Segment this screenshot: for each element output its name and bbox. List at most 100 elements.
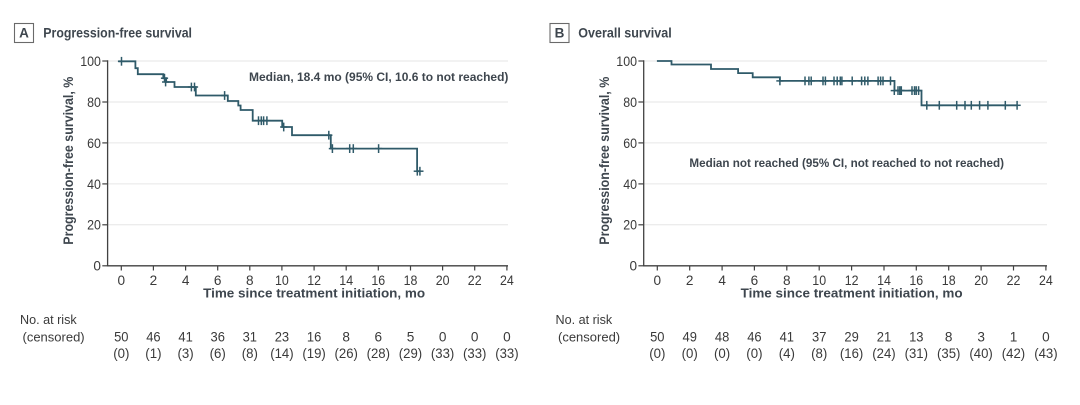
svg-text:46: 46 <box>747 330 761 345</box>
svg-text:(6): (6) <box>210 346 226 361</box>
svg-text:0: 0 <box>1042 330 1050 345</box>
svg-text:(censored): (censored) <box>558 329 620 344</box>
svg-text:3: 3 <box>977 330 985 345</box>
svg-text:80: 80 <box>87 95 101 110</box>
svg-text:(3): (3) <box>178 346 194 361</box>
svg-text:24: 24 <box>1039 273 1053 288</box>
svg-text:2: 2 <box>150 273 158 288</box>
svg-text:46: 46 <box>146 330 160 345</box>
svg-text:Progression-free survival: Progression-free survival <box>43 24 192 40</box>
svg-text:(33): (33) <box>495 346 518 361</box>
svg-text:100: 100 <box>80 54 101 69</box>
svg-text:8: 8 <box>246 273 254 288</box>
svg-text:16: 16 <box>909 273 923 288</box>
svg-text:4: 4 <box>182 273 190 288</box>
svg-text:(33): (33) <box>463 346 486 361</box>
svg-text:41: 41 <box>780 330 794 345</box>
svg-text:(43): (43) <box>1034 346 1057 361</box>
svg-text:37: 37 <box>812 330 826 345</box>
svg-text:Time since treatment initiatio: Time since treatment initiation, mo <box>203 285 425 300</box>
svg-text:13: 13 <box>909 330 923 345</box>
svg-text:100: 100 <box>616 54 637 69</box>
svg-text:(0): (0) <box>682 346 698 361</box>
svg-text:(censored): (censored) <box>23 329 85 344</box>
svg-text:(0): (0) <box>714 346 730 361</box>
svg-text:18: 18 <box>942 273 956 288</box>
svg-text:50: 50 <box>650 330 665 345</box>
svg-text:1: 1 <box>1010 330 1018 345</box>
svg-text:4: 4 <box>718 273 726 288</box>
svg-text:29: 29 <box>844 330 858 345</box>
svg-text:A: A <box>19 26 29 41</box>
svg-text:12: 12 <box>307 273 321 288</box>
svg-text:60: 60 <box>87 136 101 151</box>
svg-text:10: 10 <box>812 273 826 288</box>
svg-text:6: 6 <box>214 273 222 288</box>
svg-text:0: 0 <box>93 259 101 274</box>
svg-text:Median not reached (95% CI, no: Median not reached (95% CI, not reached … <box>689 156 1004 170</box>
svg-text:Median, 18.4 mo (95% CI, 10.6: Median, 18.4 mo (95% CI, 10.6 to not rea… <box>249 70 508 84</box>
svg-text:22: 22 <box>1007 273 1021 288</box>
svg-text:2: 2 <box>686 273 694 288</box>
svg-text:(28): (28) <box>367 346 390 361</box>
svg-text:22: 22 <box>468 273 482 288</box>
svg-text:(29): (29) <box>399 346 422 361</box>
svg-text:31: 31 <box>243 330 257 345</box>
svg-text:0: 0 <box>471 330 479 345</box>
svg-text:(24): (24) <box>872 346 895 361</box>
svg-text:(0): (0) <box>113 346 129 361</box>
svg-text:10: 10 <box>275 273 289 288</box>
svg-text:Progression-free survival, %: Progression-free survival, % <box>61 77 76 245</box>
svg-text:0: 0 <box>503 330 511 345</box>
svg-text:(33): (33) <box>431 346 454 361</box>
svg-text:40: 40 <box>623 177 637 192</box>
svg-text:36: 36 <box>211 330 225 345</box>
svg-text:(1): (1) <box>145 346 161 361</box>
svg-text:(19): (19) <box>302 346 325 361</box>
svg-text:(26): (26) <box>335 346 358 361</box>
svg-text:(0): (0) <box>746 346 762 361</box>
svg-text:48: 48 <box>715 330 729 345</box>
svg-text:0: 0 <box>118 273 126 288</box>
svg-text:(16): (16) <box>840 346 863 361</box>
svg-text:(35): (35) <box>937 346 960 361</box>
svg-text:60: 60 <box>623 136 637 151</box>
svg-text:(0): (0) <box>649 346 665 361</box>
svg-text:(40): (40) <box>969 346 992 361</box>
svg-text:(42): (42) <box>1002 346 1025 361</box>
svg-text:14: 14 <box>339 273 353 288</box>
svg-text:6: 6 <box>751 273 759 288</box>
svg-text:16: 16 <box>307 330 321 345</box>
svg-text:(8): (8) <box>811 346 827 361</box>
svg-text:(31): (31) <box>905 346 928 361</box>
svg-text:14: 14 <box>877 273 891 288</box>
svg-text:6: 6 <box>375 330 383 345</box>
svg-text:20: 20 <box>974 273 988 288</box>
svg-text:0: 0 <box>629 259 637 274</box>
svg-text:49: 49 <box>683 330 697 345</box>
svg-text:12: 12 <box>845 273 859 288</box>
svg-text:20: 20 <box>623 218 637 233</box>
svg-text:(14): (14) <box>270 346 293 361</box>
svg-text:18: 18 <box>404 273 418 288</box>
svg-text:41: 41 <box>178 330 192 345</box>
svg-text:40: 40 <box>87 177 101 192</box>
svg-text:16: 16 <box>371 273 385 288</box>
svg-text:8: 8 <box>783 273 791 288</box>
svg-text:5: 5 <box>407 330 415 345</box>
svg-text:Progression-free survival, %: Progression-free survival, % <box>597 77 612 245</box>
svg-text:No. at risk: No. at risk <box>20 313 77 327</box>
svg-text:0: 0 <box>654 273 662 288</box>
svg-text:0: 0 <box>439 330 447 345</box>
svg-text:(8): (8) <box>242 346 258 361</box>
svg-text:No. at risk: No. at risk <box>556 313 613 327</box>
svg-text:23: 23 <box>275 330 289 345</box>
svg-text:(4): (4) <box>779 346 795 361</box>
svg-text:20: 20 <box>87 218 101 233</box>
svg-text:24: 24 <box>500 273 514 288</box>
svg-text:Time since treatment initiatio: Time since treatment initiation, mo <box>741 285 963 300</box>
svg-text:80: 80 <box>623 95 637 110</box>
svg-text:8: 8 <box>342 330 350 345</box>
svg-text:50: 50 <box>114 330 129 345</box>
svg-text:B: B <box>555 26 565 41</box>
